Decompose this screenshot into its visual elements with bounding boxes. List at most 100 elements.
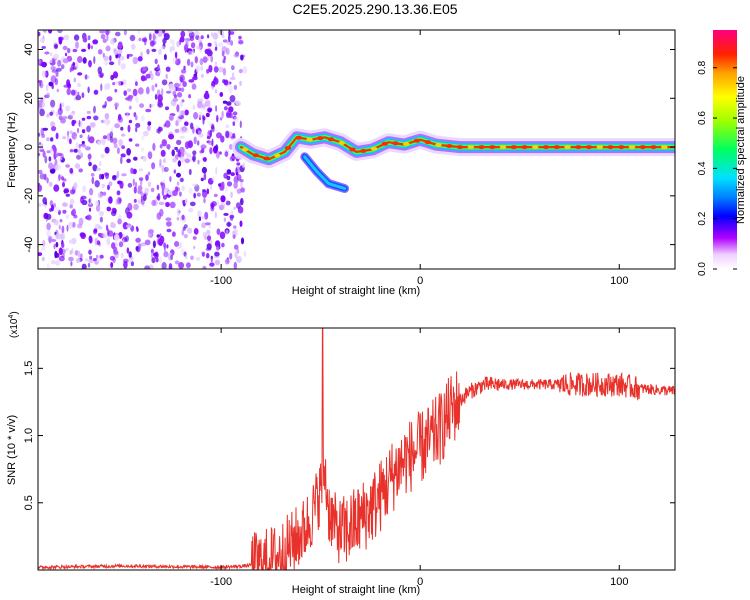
noise-speck	[119, 55, 125, 61]
noise-speck	[107, 228, 110, 237]
noise-speck	[179, 241, 182, 249]
spectrogram-signal	[232, 128, 675, 193]
noise-speck	[123, 30, 127, 36]
signal-bead	[424, 140, 431, 145]
noise-speck	[125, 235, 129, 242]
noise-speck	[126, 158, 131, 163]
signal-bead	[585, 145, 593, 150]
noise-speck	[186, 262, 191, 269]
noise-speck	[49, 148, 53, 152]
noise-speck	[154, 251, 159, 260]
spectrogram-noise	[38, 30, 248, 269]
noise-speck	[99, 210, 104, 217]
noise-speck	[179, 177, 184, 183]
noise-speck	[137, 185, 143, 192]
noise-speck	[109, 255, 115, 261]
noise-speck	[179, 76, 184, 83]
noise-speck	[151, 48, 157, 53]
noise-speck	[184, 198, 188, 205]
noise-speck	[152, 142, 156, 151]
spectrogram-xlabel: Height of straight line (km)	[292, 285, 420, 297]
noise-speck	[81, 129, 86, 134]
noise-speck	[147, 181, 152, 187]
noise-speck	[233, 225, 237, 229]
noise-speck	[233, 84, 238, 91]
noise-speck	[191, 50, 195, 55]
noise-speck	[172, 231, 176, 237]
noise-speck	[172, 189, 178, 197]
noise-speck	[180, 69, 187, 74]
noise-speck	[63, 189, 67, 194]
signal-bead	[360, 148, 367, 153]
noise-speck	[88, 198, 91, 204]
noise-speck	[190, 122, 194, 130]
noise-speck	[240, 197, 244, 206]
noise-speck	[221, 242, 225, 248]
noise-speck	[41, 46, 46, 49]
noise-speck	[191, 83, 197, 90]
noise-speck	[133, 186, 137, 194]
noise-speck	[144, 265, 150, 269]
noise-speck	[215, 129, 219, 132]
noise-speck	[215, 105, 218, 112]
noise-speck	[142, 66, 147, 72]
noise-speck	[223, 56, 226, 61]
noise-speck	[53, 243, 56, 250]
noise-speck	[44, 155, 48, 164]
noise-speck	[39, 108, 45, 117]
noise-speck	[230, 40, 234, 46]
noise-speck	[54, 43, 58, 49]
noise-speck	[220, 201, 226, 210]
noise-speck	[81, 117, 86, 121]
noise-speck	[145, 108, 152, 113]
noise-speck	[200, 66, 204, 71]
noise-speck	[150, 72, 154, 81]
noise-speck	[172, 56, 177, 64]
noise-speck	[137, 198, 141, 205]
noise-speck	[228, 34, 231, 43]
noise-speck	[99, 173, 102, 180]
noise-speck	[203, 92, 210, 100]
noise-speck	[152, 240, 156, 248]
noise-speck	[140, 115, 145, 122]
noise-speck	[118, 81, 121, 86]
signal-bead	[327, 137, 335, 142]
noise-speck	[222, 39, 228, 43]
signal-bead	[532, 145, 539, 150]
noise-speck	[99, 216, 103, 223]
noise-speck	[190, 155, 193, 162]
noise-speck	[142, 156, 147, 162]
noise-speck	[238, 40, 244, 45]
noise-speck	[207, 34, 210, 39]
noise-speck	[118, 241, 124, 248]
noise-speck	[161, 165, 165, 173]
y-tick-label: 1.0	[23, 428, 35, 443]
noise-speck	[174, 82, 180, 89]
noise-speck	[193, 136, 197, 145]
noise-speck	[233, 182, 238, 189]
noise-speck	[121, 173, 127, 177]
noise-speck	[86, 115, 92, 120]
noise-speck	[203, 172, 207, 181]
noise-speck	[216, 228, 221, 235]
noise-speck	[62, 136, 67, 140]
noise-speck	[196, 45, 202, 50]
noise-speck	[79, 232, 86, 238]
noise-speck	[76, 142, 79, 150]
noise-speck	[150, 248, 154, 254]
noise-speck	[162, 194, 168, 200]
noise-speck	[108, 196, 113, 204]
noise-speck	[82, 144, 86, 148]
noise-speck	[139, 103, 145, 108]
noise-speck	[53, 146, 57, 154]
noise-speck	[223, 106, 228, 111]
noise-speck	[103, 55, 109, 61]
colorbar-axes: 0.0 0.2 0.4 0.6 0.8	[697, 60, 737, 276]
noise-speck	[48, 181, 53, 187]
noise-speck	[69, 250, 73, 255]
noise-speck	[145, 174, 149, 182]
noise-speck	[234, 250, 238, 259]
noise-speck	[112, 81, 116, 86]
noise-speck	[193, 228, 199, 235]
noise-speck	[55, 67, 62, 72]
